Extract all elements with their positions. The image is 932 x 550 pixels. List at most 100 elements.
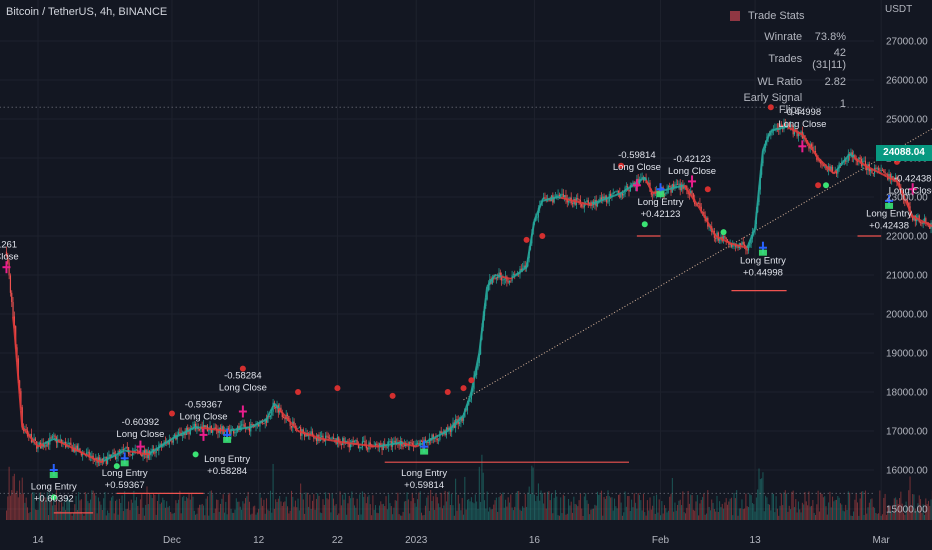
warning-dot [460,385,467,392]
trend-line-segment [765,136,770,141]
volume-bar [268,510,270,520]
candle-body [476,368,478,376]
volume-bar [891,510,893,520]
volume-bar [97,497,99,520]
volume-bar [892,513,894,520]
warning-dot [334,385,341,392]
candle-body [847,154,849,162]
candle-body [248,427,251,432]
price-tick-label: 17000.00 [886,427,928,438]
candle-body [46,442,48,447]
trend-line-segment [864,164,868,168]
candle-body [374,443,377,446]
currency-label[interactable]: USDT [885,4,913,15]
volume-bar [393,507,395,520]
time-axis[interactable]: 14Dec1222202316Feb13Mar13 [32,535,932,546]
candle-body [791,125,793,127]
trend-line-segment [74,448,77,451]
volume-bar [402,511,404,520]
volume-bar [139,499,141,520]
candle-body [698,203,700,204]
trend-line-segment [878,171,881,174]
trend-line-segment [638,179,642,182]
trend-line-segment [624,188,627,192]
volume-bar [445,501,447,520]
price-axis[interactable]: 15000.0016000.0017000.0018000.0019000.00… [886,37,928,516]
volume-bar [12,476,14,520]
candle-body [114,453,117,459]
candle-body [602,196,604,201]
volume-bar [300,483,302,520]
volume-bar [925,498,927,520]
volume-bar [415,506,417,520]
trend-line-segment [823,163,827,167]
volume-bar [452,505,454,520]
trend-line-segment [683,184,687,188]
volume-bar [658,499,660,520]
volume-bar [250,514,252,520]
volume-bar [775,496,777,520]
candle-body [179,432,181,434]
volume-bar [411,492,413,520]
volume-bar [21,477,23,520]
trend-line-segment [280,410,284,414]
trend-line-segment [469,391,473,397]
trend-line-segment [767,133,771,138]
trend-line-segment [103,459,106,462]
trend-line-segment [118,451,122,454]
volume-bar [820,492,822,520]
volume-bar [754,511,756,520]
volume-bar [674,502,676,520]
volume-bar [447,491,449,520]
volume-bar [544,492,546,520]
trend-line-segment [109,456,112,459]
volume-bar [720,507,722,520]
volume-bar [430,490,432,520]
candle-body [100,458,102,462]
candle-body [394,440,396,445]
candle-body [556,195,558,197]
volume-bar [881,514,883,520]
candle-body [187,427,189,431]
volume-bar [8,466,10,520]
volume-bar [728,501,730,520]
candle-body [670,186,672,193]
candle-body [746,249,748,251]
candle-body [9,275,12,293]
trend-line-segment [760,150,764,164]
volume-bar [192,496,194,520]
candle-body [116,456,118,459]
volume-bar [184,500,186,520]
volume-bar [448,491,450,520]
candle-body [50,437,52,439]
trend-line-segment [277,407,281,411]
candle-body [349,443,352,448]
symbol-title[interactable]: Bitcoin / TetherUS, 4h, BINANCE [6,6,167,18]
volume-bar [878,513,880,520]
entry-box-icon [885,202,894,209]
trend-line-segment [258,421,261,425]
candle-body [742,242,744,245]
volume-bar [614,498,616,520]
candle-body [520,268,522,271]
price-tick-label: 22000.00 [886,232,928,243]
volume-bar [535,501,537,520]
candle-body [577,198,579,200]
volume-bar [491,509,493,520]
candle-body [665,193,667,195]
trend-line-segment [721,238,725,241]
trend-line-segment [747,240,751,245]
candle-body [610,193,612,197]
trend-line-segment [70,446,73,449]
volume-bar [572,512,574,520]
volume-bar [175,500,177,520]
volume-bar [26,507,28,520]
volume-bar [146,486,148,520]
trend-line-segment [284,415,287,419]
trend-line-segment [822,162,826,166]
volume-bar [443,505,445,520]
volume-bar [384,506,386,520]
trend-line-segment [415,445,418,448]
trend-line-segment [473,372,477,380]
